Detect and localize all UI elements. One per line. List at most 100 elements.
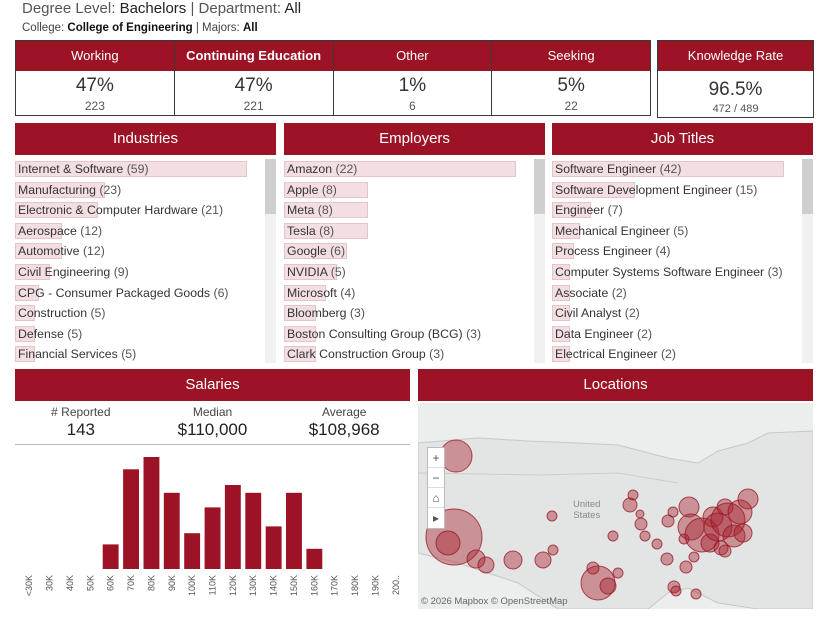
- location-bubble[interactable]: [667, 506, 679, 518]
- histogram-bar[interactable]: [184, 533, 201, 569]
- college-summary: College: College of Engineering | Majors…: [22, 22, 258, 34]
- location-bubble[interactable]: [733, 523, 753, 543]
- list-item[interactable]: Associate (2): [552, 283, 813, 304]
- list-item[interactable]: Apple (8): [284, 180, 545, 201]
- item-label: Software Engineer: [555, 162, 660, 176]
- scrollbar-track[interactable]: [802, 159, 813, 363]
- list-item[interactable]: Automotive (12): [15, 241, 276, 262]
- location-bubble[interactable]: [660, 552, 674, 566]
- location-bubble[interactable]: [635, 509, 645, 519]
- location-bubble[interactable]: [651, 538, 663, 550]
- list-item[interactable]: Boston Consulting Group (BCG) (3): [284, 324, 545, 345]
- location-bubble[interactable]: [435, 530, 461, 556]
- location-bubble[interactable]: [670, 585, 682, 597]
- kpi-percent: 96.5%: [708, 79, 763, 100]
- location-bubble[interactable]: [627, 489, 639, 501]
- location-bubble[interactable]: [718, 544, 732, 558]
- location-bubble[interactable]: [547, 544, 559, 556]
- list-item[interactable]: Software Engineer (42): [552, 159, 813, 180]
- kpi-other[interactable]: Other 1% 6: [333, 41, 493, 115]
- list-item[interactable]: Defense (5): [15, 324, 276, 345]
- list-item[interactable]: Meta (8): [284, 200, 545, 221]
- histogram-bar[interactable]: [306, 548, 323, 569]
- list-item[interactable]: Amazon (22): [284, 159, 545, 180]
- list-item[interactable]: Electronic & Computer Hardware (21): [15, 200, 276, 221]
- histogram-bar[interactable]: [265, 526, 282, 569]
- kpi-seeking[interactable]: Seeking 5% 22: [492, 41, 650, 115]
- kpi-row: Working 47% 223 Continuing Education 47%…: [15, 40, 814, 118]
- location-bubble[interactable]: [639, 530, 651, 542]
- histogram-bar[interactable]: [163, 492, 180, 569]
- home-icon[interactable]: ⌂: [428, 488, 444, 508]
- histogram-tick-label: 170K: [330, 575, 340, 596]
- list-item[interactable]: Software Development Engineer (15): [552, 180, 813, 201]
- location-bubble[interactable]: [503, 550, 523, 570]
- location-bubble[interactable]: [690, 588, 702, 600]
- location-bubble[interactable]: [634, 517, 648, 531]
- histogram-bar[interactable]: [286, 492, 302, 569]
- item-count: (8): [321, 182, 337, 197]
- location-bubble[interactable]: [546, 510, 558, 522]
- histogram-bar[interactable]: [123, 469, 139, 569]
- location-bubble[interactable]: [661, 514, 675, 528]
- histogram-bar[interactable]: [245, 492, 262, 569]
- location-bubble[interactable]: [612, 567, 624, 579]
- kpi-count: 221: [243, 99, 264, 113]
- list-item[interactable]: Engineer (7): [552, 200, 813, 221]
- scrollbar-track[interactable]: [534, 159, 545, 363]
- scrollbar-thumb[interactable]: [802, 159, 813, 214]
- list-item[interactable]: CPG - Consumer Packaged Goods (6): [15, 283, 276, 304]
- list-item[interactable]: NVIDIA (5): [284, 262, 545, 283]
- location-bubble[interactable]: [534, 551, 552, 569]
- histogram-bar[interactable]: [102, 544, 119, 569]
- stat-value: 143: [66, 420, 96, 439]
- item-count: (12): [80, 223, 103, 238]
- item-count: (42): [659, 162, 682, 176]
- location-bubble[interactable]: [466, 549, 486, 569]
- location-bubble[interactable]: [477, 556, 495, 574]
- kpi-knowledge-rate[interactable]: Knowledge Rate 96.5% 472 / 489: [657, 40, 814, 118]
- kpi-continuing-education[interactable]: Continuing Education 47% 221: [174, 41, 334, 115]
- list-item[interactable]: Bloomberg (3): [284, 303, 545, 324]
- kpi-working[interactable]: Working 47% 223: [16, 41, 175, 115]
- list-item[interactable]: Civil Analyst (2): [552, 303, 813, 324]
- location-bubble[interactable]: [586, 561, 600, 575]
- scrollbar-thumb[interactable]: [265, 159, 276, 214]
- location-bubble[interactable]: [622, 497, 638, 513]
- list-item[interactable]: Electrical Engineer (2): [552, 344, 813, 363]
- list-item[interactable]: Mechanical Engineer (5): [552, 221, 813, 242]
- list-item[interactable]: Tesla (8): [284, 221, 545, 242]
- list-item[interactable]: Microsoft (4): [284, 283, 545, 304]
- scrollbar-thumb[interactable]: [534, 159, 545, 214]
- item-label: Electrical Engineer: [555, 347, 661, 362]
- list-item[interactable]: Computer Systems Software Engineer (3): [552, 262, 813, 283]
- histogram-bar[interactable]: [143, 457, 160, 569]
- employers-list: Amazon (22) Apple (8) Meta (8) Tesla (8) Goo…: [284, 159, 545, 363]
- histogram-bar[interactable]: [204, 507, 221, 569]
- list-item[interactable]: Aerospace (12): [15, 221, 276, 242]
- list-item[interactable]: Construction (5): [15, 303, 276, 324]
- location-bubble[interactable]: [678, 496, 700, 518]
- zoom-out-button[interactable]: −: [428, 468, 444, 488]
- list-item[interactable]: Financial Services (5): [15, 344, 276, 363]
- list-item[interactable]: Data Engineer (2): [552, 324, 813, 345]
- list-item[interactable]: Internet & Software (59): [15, 159, 276, 180]
- list-item[interactable]: Process Engineer (4): [552, 241, 813, 262]
- location-bubble[interactable]: [688, 551, 700, 563]
- locations-map[interactable]: United States + − ⌂ ▸ © 2026 Mapbox © Op…: [418, 403, 813, 609]
- zoom-in-button[interactable]: +: [428, 448, 444, 468]
- location-bubble[interactable]: [607, 530, 619, 542]
- location-bubble[interactable]: [710, 502, 746, 538]
- list-item[interactable]: Civil Engineering (9): [15, 262, 276, 283]
- play-icon[interactable]: ▸: [432, 511, 440, 525]
- list-item[interactable]: Google (6): [284, 241, 545, 262]
- scrollbar-track[interactable]: [265, 159, 276, 363]
- histogram-bar[interactable]: [224, 485, 241, 569]
- location-bubble[interactable]: [599, 577, 617, 595]
- location-bubble[interactable]: [737, 488, 759, 510]
- list-item[interactable]: Manufacturing (23): [15, 180, 276, 201]
- item-count: (3): [429, 347, 445, 362]
- stat-reported: # Reported 143: [15, 405, 147, 440]
- location-bubble[interactable]: [679, 560, 693, 574]
- list-item[interactable]: Clark Construction Group (3): [284, 344, 545, 363]
